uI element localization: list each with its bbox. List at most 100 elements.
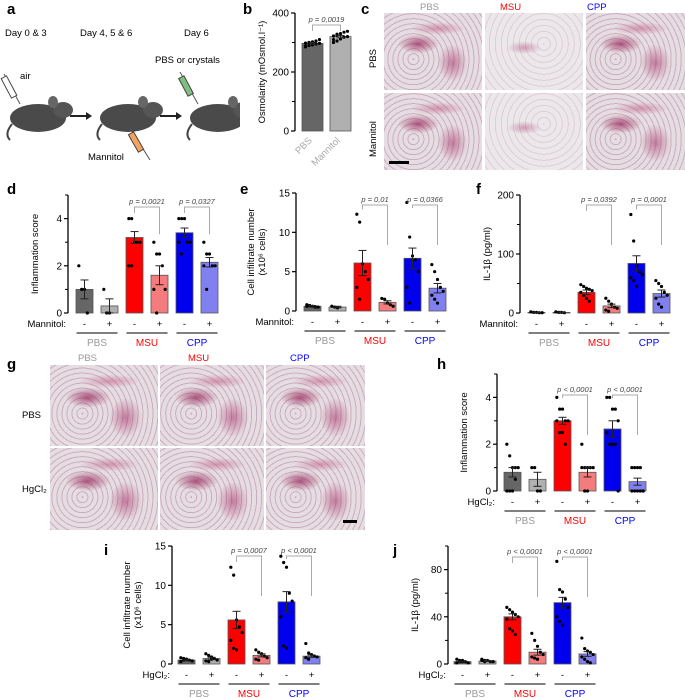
treatment-label: Mannitol:	[27, 319, 66, 330]
y-tick-label: 0	[56, 309, 62, 320]
data-point	[188, 240, 192, 244]
significance-bracket	[612, 394, 638, 435]
data-point	[510, 489, 515, 493]
data-point	[102, 287, 106, 291]
data-point	[179, 656, 183, 660]
panel-label-g: g	[7, 356, 17, 373]
data-point	[335, 39, 339, 43]
p-value-label: p = 0,0021	[128, 197, 165, 206]
p-value-label: p = 0,0327	[178, 197, 215, 206]
data-point	[638, 466, 642, 470]
data-point	[413, 258, 417, 262]
data-point	[287, 591, 291, 595]
data-point	[130, 217, 134, 221]
data-point	[665, 293, 669, 297]
data-point	[613, 442, 617, 446]
data-point	[604, 296, 608, 300]
chart-e: 0 5 10 15 Cell infiltrate number (x10⁶ cells)…	[246, 189, 447, 347]
treatment-sign: -	[561, 497, 564, 508]
arrow-icon	[160, 112, 182, 120]
data-point	[331, 34, 336, 38]
treatment-sign: +	[259, 670, 265, 681]
data-point	[314, 39, 318, 43]
data-point	[355, 212, 359, 216]
p-value-label: p < 0,0001	[280, 546, 317, 555]
data-point	[513, 632, 517, 637]
data-point	[215, 658, 219, 662]
data-point	[533, 466, 537, 470]
treatment-sign: +	[207, 319, 213, 330]
treatment-sign: -	[133, 319, 136, 330]
data-point	[345, 29, 350, 33]
treatment-sign: -	[185, 670, 188, 681]
treatment-label: Mannitol:	[479, 319, 518, 330]
data-point	[587, 299, 591, 303]
data-point	[654, 278, 658, 283]
data-point	[585, 489, 590, 493]
data-point	[383, 297, 387, 301]
treatment-sign: +	[535, 497, 541, 508]
c-col-pbs: PBS	[420, 2, 440, 13]
y-tick-label: 100	[497, 250, 514, 261]
data-point	[366, 277, 370, 282]
treatment-sign: +	[335, 317, 341, 328]
y-tick-label: 5	[284, 267, 290, 278]
data-point	[607, 299, 611, 303]
scale-bar	[343, 520, 357, 523]
p-value-label: p < 0,0001	[556, 385, 593, 394]
bar	[329, 36, 352, 132]
data-point	[513, 477, 517, 481]
data-point	[138, 240, 142, 244]
data-point	[234, 648, 239, 652]
data-point	[307, 657, 311, 661]
data-point	[408, 235, 412, 239]
y-axis-label: Osmolarity (mOsmol.l⁻¹)	[257, 21, 268, 124]
data-point	[566, 419, 570, 423]
data-point	[530, 655, 534, 659]
panel-label-c: c	[361, 1, 370, 18]
data-point	[257, 658, 261, 662]
y-axis-label: IL-1β (pg/ml)	[482, 227, 493, 281]
data-point	[641, 489, 645, 493]
treatment-sign: +	[585, 670, 591, 681]
treatment-sign: +	[435, 317, 441, 328]
data-point	[657, 302, 661, 306]
data-point	[342, 35, 346, 39]
data-point	[591, 652, 595, 657]
data-point	[232, 646, 236, 650]
data-point	[330, 304, 334, 308]
data-point	[608, 395, 612, 399]
data-point	[615, 306, 619, 310]
data-point	[229, 638, 233, 643]
mouse-icon	[96, 96, 163, 141]
group-label: CPP	[565, 689, 586, 698]
data-point	[282, 560, 286, 565]
data-point	[530, 466, 534, 470]
bar	[503, 616, 522, 665]
panel-label-e: e	[240, 181, 249, 198]
data-point	[363, 270, 367, 274]
significance-bracket	[236, 555, 262, 596]
y-tick-label: 4	[56, 214, 62, 225]
treatment-sign: +	[157, 319, 163, 330]
data-point	[202, 264, 206, 268]
data-point	[240, 630, 244, 635]
y-tick-label: 0	[436, 660, 442, 671]
data-point	[455, 657, 459, 661]
data-point	[629, 212, 633, 217]
data-point	[455, 661, 459, 665]
data-point	[582, 284, 586, 289]
group-label: PBS	[465, 689, 485, 698]
g-col-msu: MSU	[188, 353, 210, 364]
p-value-label: p = 0,01	[360, 195, 388, 204]
data-point	[505, 605, 509, 609]
data-point	[152, 287, 156, 291]
p-value-label: p < 0,0001	[606, 385, 643, 394]
c-col-msu: MSU	[500, 2, 522, 13]
treatment-sign: +	[309, 670, 315, 681]
group-label: MSU	[364, 336, 386, 347]
y-axis-label: (x10⁶ cells)	[257, 228, 268, 275]
treatment-sign: +	[609, 319, 615, 330]
data-point	[610, 442, 615, 446]
data-point	[583, 489, 587, 493]
